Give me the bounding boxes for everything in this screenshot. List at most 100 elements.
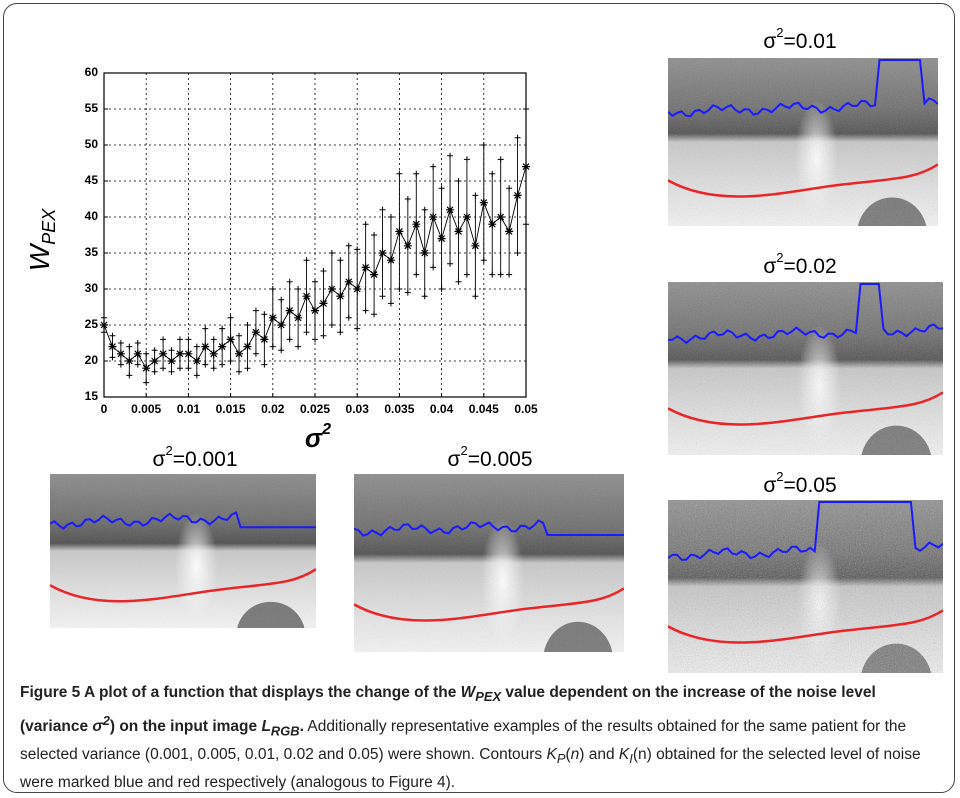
data-point bbox=[201, 342, 210, 351]
data-point bbox=[142, 364, 151, 373]
error-cap bbox=[387, 214, 394, 220]
data-point bbox=[395, 227, 404, 236]
error-cap bbox=[514, 250, 521, 256]
error-cap bbox=[463, 156, 470, 163]
caption-text: K bbox=[618, 746, 630, 764]
y-tick-label: 40 bbox=[85, 209, 99, 223]
data-point bbox=[277, 321, 286, 329]
data-point bbox=[226, 335, 235, 344]
error-cap bbox=[261, 361, 268, 368]
data-point bbox=[370, 270, 379, 279]
error-cap bbox=[185, 336, 192, 343]
panel-title: σ2=0.005 bbox=[447, 443, 532, 470]
panel-title-rest: =0.01 bbox=[784, 30, 837, 53]
data-point bbox=[260, 335, 269, 344]
y-axis-label: WPEX bbox=[24, 208, 58, 271]
caption-text: W bbox=[460, 684, 476, 701]
error-cap bbox=[109, 332, 116, 339]
plot-frame bbox=[103, 72, 527, 398]
caption-text: . bbox=[299, 718, 304, 736]
blue-contour bbox=[50, 511, 316, 530]
y-tick-label: 55 bbox=[85, 101, 99, 115]
error-cap bbox=[202, 361, 209, 368]
panel-title-sigma: σ bbox=[763, 30, 776, 53]
error-cap bbox=[303, 257, 310, 264]
error-cap bbox=[371, 311, 378, 318]
data-point bbox=[133, 349, 142, 358]
oct-image bbox=[354, 474, 624, 652]
error-cap bbox=[168, 347, 175, 354]
data-point bbox=[522, 162, 530, 171]
data-point bbox=[437, 234, 446, 243]
error-cap bbox=[430, 163, 437, 170]
error-cap bbox=[371, 232, 378, 238]
error-cap bbox=[337, 257, 344, 264]
error-cap bbox=[438, 185, 445, 192]
error-cap bbox=[497, 271, 504, 278]
y-tick-label: 35 bbox=[85, 245, 99, 259]
data-point bbox=[209, 349, 218, 358]
caption-text: Additionally representative examples of … bbox=[20, 718, 907, 764]
caption-text: RGB bbox=[270, 723, 300, 739]
error-cap bbox=[143, 379, 150, 386]
caption-text: P bbox=[556, 751, 566, 767]
error-cap bbox=[219, 361, 226, 368]
x-tick-label: 0.035 bbox=[384, 402, 414, 416]
data-point bbox=[159, 349, 168, 358]
data-point bbox=[471, 241, 480, 250]
data-point bbox=[344, 277, 353, 286]
data-point bbox=[294, 313, 303, 322]
red-contour bbox=[668, 609, 943, 644]
panel-title: σ2=0.02 bbox=[763, 250, 836, 277]
y-axis-label-base: W bbox=[24, 242, 55, 271]
data-point bbox=[462, 213, 471, 221]
panel-title-sigma: σ bbox=[152, 448, 165, 471]
data-point bbox=[429, 213, 438, 221]
error-cap bbox=[396, 170, 403, 177]
error-cap bbox=[447, 260, 454, 267]
data-point bbox=[100, 321, 108, 329]
panel-title-rest: =0.02 bbox=[784, 255, 837, 278]
error-cap bbox=[193, 343, 200, 350]
error-cap bbox=[506, 185, 513, 192]
caption-text: n bbox=[570, 746, 580, 764]
red-contour bbox=[354, 587, 624, 622]
panel-title-rest: =0.005 bbox=[468, 448, 533, 471]
data-point bbox=[218, 342, 227, 351]
blue-contour bbox=[354, 519, 624, 537]
data-point bbox=[251, 328, 260, 337]
y-tick-label: 25 bbox=[85, 317, 99, 331]
caption: Figure 5 A plot of a function that displ… bbox=[20, 681, 945, 795]
error-cap bbox=[286, 278, 293, 285]
image-noise bbox=[668, 282, 943, 455]
data-point bbox=[386, 256, 395, 265]
panel-title: σ2=0.05 bbox=[763, 469, 836, 496]
error-cap bbox=[489, 271, 496, 278]
x-tick-label: 0.01 bbox=[177, 402, 201, 416]
data-point bbox=[378, 249, 387, 257]
error-cap bbox=[404, 196, 411, 202]
panel-title-sup: 2 bbox=[776, 250, 783, 265]
error-cap bbox=[312, 278, 318, 285]
error-cap bbox=[109, 354, 116, 361]
panel-title: σ2=0.01 bbox=[763, 25, 836, 52]
x-tick-label: 0.04 bbox=[430, 402, 454, 416]
figure: 15 20 25 30 35 40 45 50 55 60 0 0.005 0.01 0.015 0.02 0… bbox=[24, 25, 943, 673]
error-cap bbox=[244, 365, 251, 372]
error-cap bbox=[506, 271, 513, 278]
x-tick-label: 0.005 bbox=[131, 402, 161, 416]
y-tick-label: 30 bbox=[85, 281, 99, 295]
error-cap bbox=[295, 286, 302, 292]
data-point bbox=[192, 357, 201, 365]
error-cap bbox=[219, 325, 226, 332]
panel-title-sigma: σ bbox=[763, 474, 776, 497]
data-point bbox=[513, 191, 522, 200]
error-cap bbox=[269, 343, 276, 350]
data-point bbox=[488, 220, 497, 229]
data-point bbox=[116, 349, 125, 358]
data-point bbox=[479, 198, 488, 207]
error-cap bbox=[497, 156, 504, 163]
y-tick-label: 20 bbox=[85, 353, 99, 367]
y-axis-label-sub: PEX bbox=[39, 208, 59, 245]
error-cap bbox=[210, 336, 217, 343]
